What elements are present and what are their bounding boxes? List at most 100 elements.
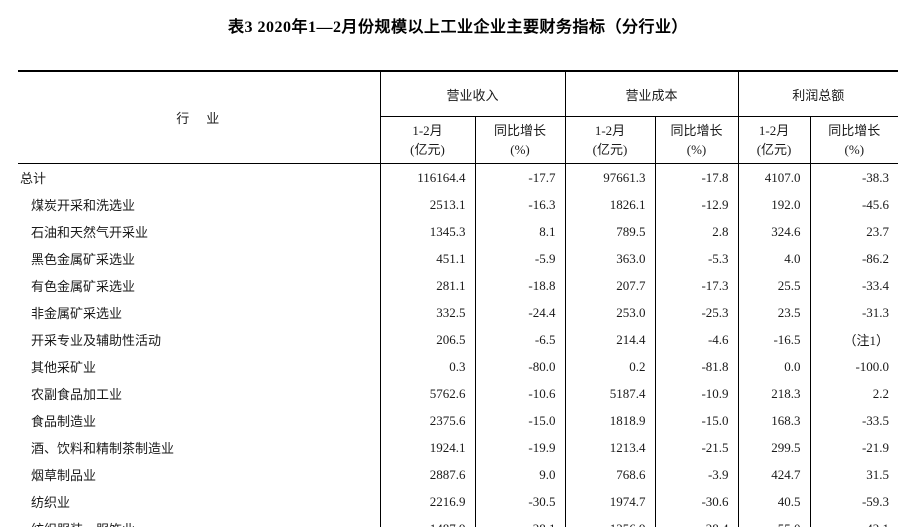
value-cell: 789.5 [564, 218, 656, 245]
value-cell: 1213.4 [564, 434, 656, 461]
industry-cell: 纺织业 [18, 488, 381, 515]
value-cell: -21.9 [809, 434, 899, 461]
table-row: 其他采矿业 0.3 -80.0 0.2 -81.8 0.0 -100.0 [18, 353, 899, 380]
header-sub-row: 1-2月 (亿元) 同比增长 (%) 1-2月 (亿元) 同比增长 (%) 1-2月 (亿… [18, 116, 899, 164]
value-cell: -80.0 [474, 353, 566, 380]
cost-group-header: 营业成本 [564, 71, 739, 117]
table-row: 纺织业 2216.9 -30.5 1974.7 -30.6 40.5 -59.3 [18, 488, 899, 515]
value-cell: （注1） [809, 326, 899, 353]
value-cell: 192.0 [737, 191, 811, 218]
value-cell: -10.6 [474, 380, 566, 407]
table-row: 石油和天然气开采业 1345.3 8.1 789.5 2.8 324.6 23.7 [18, 218, 899, 245]
industry-cell: 非金属矿采选业 [18, 299, 381, 326]
industry-cell: 烟草制品业 [18, 461, 381, 488]
sub-header-line1: 1-2月 [758, 123, 790, 138]
value-cell: 324.6 [737, 218, 811, 245]
profit-growth-header: 同比增长 (%) [809, 116, 899, 164]
sub-header-line2: (%) [844, 142, 865, 157]
value-cell: -15.0 [654, 407, 739, 434]
industry-cell: 食品制造业 [18, 407, 381, 434]
value-cell: -45.6 [809, 191, 899, 218]
value-cell: -17.7 [474, 163, 566, 191]
sub-header-line2: (亿元) [410, 142, 445, 157]
value-cell: 31.5 [809, 461, 899, 488]
table-row: 黑色金属矿采选业 451.1 -5.9 363.0 -5.3 4.0 -86.2 [18, 245, 899, 272]
sub-header-line1: 1-2月 [594, 123, 626, 138]
value-cell: 4.0 [737, 245, 811, 272]
value-cell: -4.6 [654, 326, 739, 353]
value-cell: 281.1 [379, 272, 475, 299]
value-cell: -81.8 [654, 353, 739, 380]
value-cell: -16.3 [474, 191, 566, 218]
table-row: 农副食品加工业 5762.6 -10.6 5187.4 -10.9 218.3 2.2 [18, 380, 899, 407]
value-cell: 9.0 [474, 461, 566, 488]
sub-header-line2: (%) [686, 142, 707, 157]
sub-header-line1: 同比增长 [670, 123, 723, 138]
financial-indicators-table-wrap: 行 业 营业收入 营业成本 利润总额 1-2月 (亿元) 同比增长 (%) 1-2月… [18, 70, 899, 527]
value-cell: -31.3 [809, 299, 899, 326]
value-cell: 1256.9 [564, 515, 656, 527]
table-row: 食品制造业 2375.6 -15.0 1818.9 -15.0 168.3 -33.5 [18, 407, 899, 434]
value-cell: 97661.3 [564, 163, 656, 191]
value-cell: 4107.0 [737, 163, 811, 191]
value-cell: 299.5 [737, 434, 811, 461]
value-cell: -17.8 [654, 163, 739, 191]
value-cell: 1974.7 [564, 488, 656, 515]
table-row: 开采专业及辅助性活动 206.5 -6.5 214.4 -4.6 -16.5 （注1） [18, 326, 899, 353]
value-cell: 2.8 [654, 218, 739, 245]
value-cell: 40.5 [737, 488, 811, 515]
value-cell: -28.1 [474, 515, 566, 527]
value-cell: -18.8 [474, 272, 566, 299]
table-row: 总计 116164.4 -17.7 97661.3 -17.8 4107.0 -38.3 [18, 163, 899, 191]
revenue-growth-header: 同比增长 (%) [474, 116, 566, 164]
value-cell: 332.5 [379, 299, 475, 326]
value-cell: 253.0 [564, 299, 656, 326]
industry-cell: 开采专业及辅助性活动 [18, 326, 381, 353]
value-cell: -25.3 [654, 299, 739, 326]
value-cell: 1818.9 [564, 407, 656, 434]
industry-cell: 黑色金属矿采选业 [18, 245, 381, 272]
value-cell: -6.5 [474, 326, 566, 353]
header-group-row: 行 业 营业收入 营业成本 利润总额 [18, 71, 899, 164]
industry-cell: 酒、饮料和精制茶制造业 [18, 434, 381, 461]
industry-cell: 煤炭开采和洗选业 [18, 191, 381, 218]
table-row: 非金属矿采选业 332.5 -24.4 253.0 -25.3 23.5 -31.3 [18, 299, 899, 326]
table-row: 煤炭开采和洗选业 2513.1 -16.3 1826.1 -12.9 192.0 -45.6 [18, 191, 899, 218]
value-cell: 23.7 [809, 218, 899, 245]
value-cell: -24.4 [474, 299, 566, 326]
value-cell: 5762.6 [379, 380, 475, 407]
value-cell: -12.9 [654, 191, 739, 218]
industry-cell: 其他采矿业 [18, 353, 381, 380]
value-cell: 0.3 [379, 353, 475, 380]
value-cell: -21.5 [654, 434, 739, 461]
value-cell: -5.3 [654, 245, 739, 272]
table-body: 总计 116164.4 -17.7 97661.3 -17.8 4107.0 -38.3 煤炭… [18, 163, 899, 527]
value-cell: 768.6 [564, 461, 656, 488]
sub-header-line2: (亿元) [756, 142, 792, 157]
value-cell: -86.2 [809, 245, 899, 272]
value-cell: 1924.1 [379, 434, 475, 461]
value-cell: -16.5 [737, 326, 811, 353]
value-cell: 2.2 [809, 380, 899, 407]
value-cell: 363.0 [564, 245, 656, 272]
industry-cell: 总计 [18, 163, 381, 191]
industry-cell: 有色金属矿采选业 [18, 272, 381, 299]
value-cell: 8.1 [474, 218, 566, 245]
sub-header-line1: 1-2月 [412, 123, 443, 138]
table-row: 烟草制品业 2887.6 9.0 768.6 -3.9 424.7 31.5 [18, 461, 899, 488]
profit-amount-header: 1-2月 (亿元) [737, 116, 811, 164]
sub-header-line1: 同比增长 [828, 123, 881, 138]
value-cell: 1826.1 [564, 191, 656, 218]
industry-cell: 农副食品加工业 [18, 380, 381, 407]
value-cell: 1487.9 [379, 515, 475, 527]
profit-group-header: 利润总额 [737, 71, 899, 117]
table-row: 纺织服装、服饰业1487.9-28.11256.9-28.455.0-42.1 [18, 515, 899, 527]
value-cell: 5187.4 [564, 380, 656, 407]
table-title: 表3 2020年1—2月份规模以上工业企业主要财务指标（分行业） [227, 19, 688, 36]
value-cell: -33.5 [809, 407, 899, 434]
value-cell: 168.3 [737, 407, 811, 434]
value-cell: -19.9 [474, 434, 566, 461]
value-cell: -59.3 [809, 488, 899, 515]
value-cell: -17.3 [654, 272, 739, 299]
